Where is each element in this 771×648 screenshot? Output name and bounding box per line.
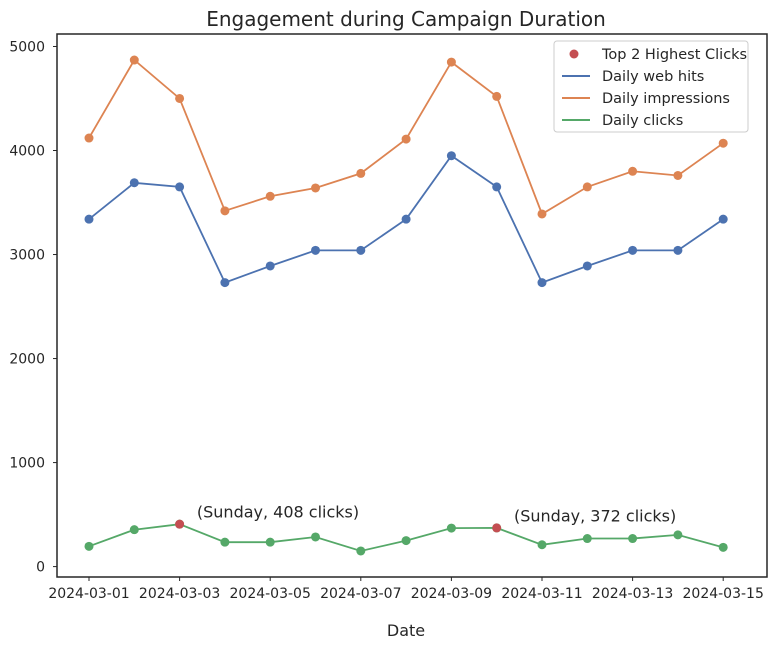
data-point-daily-impressions <box>84 133 94 143</box>
data-point-daily-clicks <box>718 542 728 552</box>
data-point-daily-impressions <box>265 191 275 201</box>
data-point-daily-impressions <box>582 182 592 192</box>
data-point-daily-clicks <box>311 532 320 542</box>
legend-box <box>553 40 749 133</box>
data-point-daily-clicks <box>537 540 547 550</box>
data-point-daily-impressions <box>446 57 456 67</box>
annotation-text: (Sunday, 372 clicks) <box>514 507 676 526</box>
chart-title: Engagement during Campaign Duration <box>206 7 606 31</box>
ticks-layer: 0 1000 2000 3000 4000 5000 2024-03-01 2024-03-0… <box>9 39 764 602</box>
x-tick-label: 2024-03-11 <box>501 586 582 602</box>
plot-frame <box>56 33 768 578</box>
data-point-daily-clicks <box>582 534 592 544</box>
data-point-daily-clicks <box>673 530 683 540</box>
data-point-daily-impressions <box>220 206 230 216</box>
data-point-daily-web-hits <box>582 261 592 271</box>
x-tick-label: 2024-03-03 <box>139 586 220 602</box>
x-tick-label: 2024-03-15 <box>683 586 764 602</box>
data-point-daily-web-hits <box>446 151 456 161</box>
data-point-daily-web-hits <box>265 261 275 271</box>
data-point-daily-impressions <box>401 134 411 144</box>
annotation-text: (Sunday, 408 clicks) <box>197 502 359 521</box>
x-tick-label: 2024-03-09 <box>411 586 492 602</box>
data-point-daily-clicks <box>84 541 94 551</box>
data-point-daily-web-hits <box>628 245 638 255</box>
data-point-daily-web-hits <box>84 214 94 224</box>
data-point-daily-clicks <box>265 537 275 547</box>
x-axis-label: Date <box>387 621 425 640</box>
data-point-daily-impressions <box>175 93 185 103</box>
legend-label: Daily clicks <box>602 113 683 129</box>
data-point-daily-web-hits <box>537 278 547 288</box>
series-layer <box>84 55 728 556</box>
legend: Top 2 Highest Clicks Daily web hits Daily … <box>553 40 749 133</box>
data-point-daily-web-hits <box>673 245 683 255</box>
x-tick-label: 2024-03-05 <box>230 586 311 602</box>
y-tick-label: 4000 <box>9 144 45 160</box>
y-tick-label: 0 <box>36 560 45 576</box>
data-point-daily-impressions <box>492 91 502 101</box>
data-point-daily-impressions <box>628 166 638 176</box>
data-point-daily-web-hits <box>356 245 366 255</box>
data-point-daily-impressions <box>537 209 547 219</box>
y-tick-label: 1000 <box>9 456 45 472</box>
data-point-daily-impressions <box>311 183 320 193</box>
data-point-daily-impressions <box>356 168 366 178</box>
y-tick-label: 2000 <box>9 352 45 368</box>
data-point-daily-web-hits <box>129 178 139 188</box>
highlight-point <box>175 519 185 529</box>
data-point-daily-clicks <box>628 534 638 544</box>
legend-label: Top 2 Highest Clicks <box>601 47 747 63</box>
data-point-daily-web-hits <box>718 214 728 224</box>
legend-label: Daily impressions <box>602 91 730 107</box>
data-point-daily-web-hits <box>401 214 411 224</box>
x-tick-label: 2024-03-01 <box>48 586 129 602</box>
data-point-daily-web-hits <box>492 182 502 192</box>
data-point-daily-clicks <box>446 523 456 533</box>
y-tick-label: 3000 <box>9 248 45 264</box>
x-tick-label: 2024-03-07 <box>320 586 401 602</box>
annotations: (Sunday, 408 clicks) (Sunday, 372 clicks) <box>197 502 676 525</box>
highlight-point <box>492 523 502 533</box>
data-point-daily-impressions <box>718 138 728 148</box>
legend-marker <box>569 49 579 59</box>
data-point-daily-impressions <box>673 170 683 180</box>
data-point-daily-clicks <box>356 546 366 556</box>
y-tick-label: 5000 <box>9 39 45 55</box>
data-point-daily-web-hits <box>175 182 185 192</box>
data-point-daily-clicks <box>401 536 411 546</box>
data-point-daily-web-hits <box>311 245 320 255</box>
data-point-daily-impressions <box>129 55 139 65</box>
legend-label: Daily web hits <box>602 69 704 85</box>
data-point-daily-web-hits <box>220 278 230 288</box>
data-point-daily-clicks <box>129 525 139 535</box>
data-point-daily-clicks <box>220 537 230 547</box>
x-tick-label: 2024-03-13 <box>592 586 673 602</box>
